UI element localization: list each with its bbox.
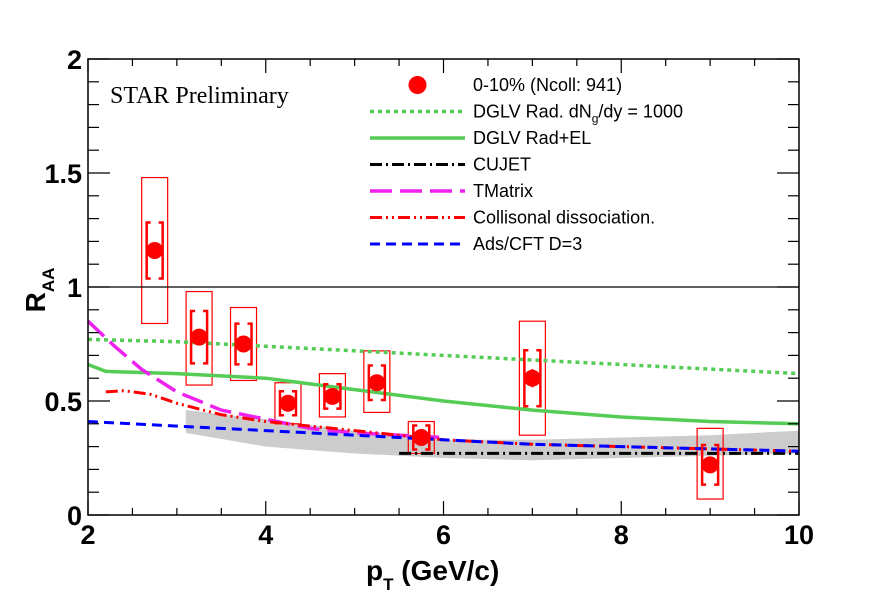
legend-label-main: Collisonal dissociation. xyxy=(473,208,655,228)
legend-label-data: 0-10% (Ncoll: 941) xyxy=(473,75,622,95)
legend-label-main: DGLV Rad. dN xyxy=(473,102,592,122)
legend-marker-data xyxy=(408,76,427,94)
legend-label-0: DGLV Rad. dNg/dy = 1000 xyxy=(473,102,683,126)
x-tick-label: 10 xyxy=(784,520,814,550)
data-point-5 xyxy=(368,374,386,392)
sys-box-2 xyxy=(229,306,258,382)
sys-box-7 xyxy=(518,320,546,436)
legend-label-1: DGLV Rad+EL xyxy=(473,128,591,148)
x-tick-label: 2 xyxy=(80,520,95,550)
legend-label-subscript: g xyxy=(592,112,599,126)
legend-label-suffix: /dy = 1000 xyxy=(598,102,683,122)
x-tick-label: 8 xyxy=(614,520,629,550)
sys-box-8 xyxy=(696,427,724,500)
x-tick-label: 4 xyxy=(258,520,273,550)
star-preliminary-label: STAR Preliminary xyxy=(110,83,289,109)
x-axis-title: pT (GeV/c) xyxy=(366,555,499,594)
legend-label-main: TMatrix xyxy=(473,181,533,201)
sys-box-0 xyxy=(141,176,169,325)
data-point-3 xyxy=(279,394,297,412)
data-point-8 xyxy=(701,456,719,474)
data-point-2 xyxy=(235,335,253,353)
y-tick-label: 0 xyxy=(67,501,82,531)
uncertainty-band xyxy=(185,410,799,461)
data-point-1 xyxy=(190,328,208,346)
x-axis-title-sub: T xyxy=(383,575,394,594)
x-tick-label: 6 xyxy=(436,520,451,550)
data-point-4 xyxy=(323,387,341,405)
y-tick-label: 1.5 xyxy=(44,159,82,189)
legend-label-main: CUJET xyxy=(473,155,531,175)
model-curve-5 xyxy=(87,420,800,453)
y-axis-title: RAA xyxy=(20,268,58,313)
legend-label-4: Collisonal dissociation. xyxy=(473,208,655,228)
legend-label-2: CUJET xyxy=(473,155,531,175)
data-point-0 xyxy=(146,242,164,260)
y-tick-label: 0.5 xyxy=(44,387,82,417)
legend-label-5: Ads/CFT D=3 xyxy=(473,234,582,254)
legend: 0-10% (Ncoll: 941) DGLV Rad. dNg/dy = 100… xyxy=(370,75,683,254)
y-axis-title-sub: AA xyxy=(39,268,58,293)
legend-label-main: DGLV Rad+EL xyxy=(473,128,591,148)
legend-label-3: TMatrix xyxy=(473,181,533,201)
sys-box-4 xyxy=(318,373,347,418)
data-point-7 xyxy=(523,369,541,387)
y-tick-label: 2 xyxy=(67,45,82,75)
y-axis-title-main: R xyxy=(20,292,51,312)
legend-label-main: Ads/CFT D=3 xyxy=(473,234,582,254)
data-point-6 xyxy=(412,428,430,446)
sys-box-1 xyxy=(185,290,213,386)
y-tick-label: 1 xyxy=(67,273,82,303)
x-axis-title-main: p xyxy=(366,555,383,586)
model-curve-0 xyxy=(87,337,800,376)
x-axis-title-rest: (GeV/c) xyxy=(394,555,500,586)
model-curve-1 xyxy=(87,362,800,426)
